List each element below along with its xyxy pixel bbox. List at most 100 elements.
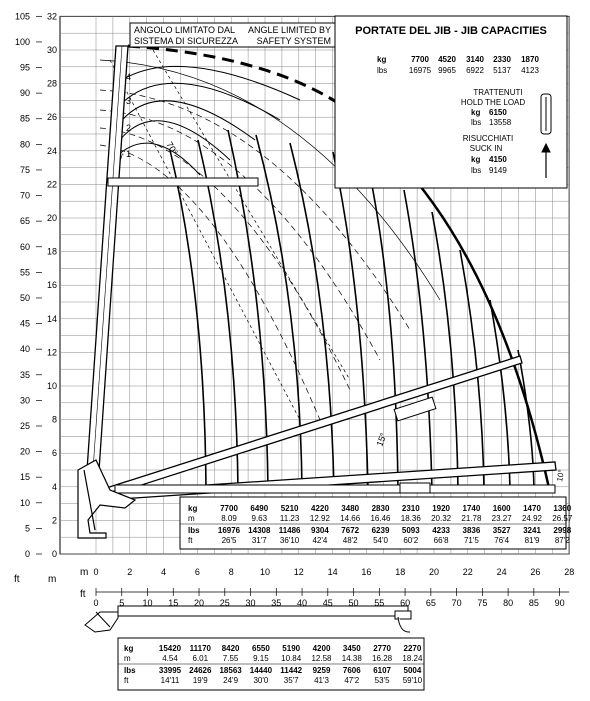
bottom-ft-tick-label: 85 xyxy=(529,598,539,608)
bottom-table-cell: 35'7 xyxy=(284,676,299,685)
main-table-cell: 76'4 xyxy=(494,536,509,545)
bottom-m-tick-label: 0 xyxy=(93,567,98,577)
left-ft-tick-label: 100 xyxy=(15,37,30,47)
hold-kg-label: kg xyxy=(471,108,480,117)
bottom-ft-tick-label: 60 xyxy=(400,598,410,608)
left-ft-tick-label: 55 xyxy=(20,267,30,277)
left-ft-axis: 1051009590858075706560555045403530252015… xyxy=(15,11,30,559)
bottom-m-tick-label: 14 xyxy=(328,567,338,577)
bottom-m-tick-label: 6 xyxy=(195,567,200,577)
main-table-cell: 12.92 xyxy=(310,514,331,523)
left-m-unit: m xyxy=(48,574,56,585)
angle-10-label: 10° xyxy=(555,469,566,482)
suck-line1: RISUCCHIATI xyxy=(463,134,514,143)
boom-inclined xyxy=(98,355,557,501)
main-table-cell: 9304 xyxy=(311,526,329,535)
main-table-cell: 26.57 xyxy=(552,514,573,523)
bottom-ft-tick-label: 15 xyxy=(168,598,178,608)
left-ft-tick-label: 0 xyxy=(25,549,30,559)
left-m-tick-label: 28 xyxy=(47,79,57,89)
main-table-cell: 5093 xyxy=(402,526,420,535)
main-table-cell: 3480 xyxy=(341,504,359,513)
bottom-table-cell: 59'10 xyxy=(403,676,423,685)
bottom-table-cell: 53'5 xyxy=(375,676,390,685)
bottom-ft-tick-label: 10 xyxy=(143,598,153,608)
bottom-table-cell: 10.84 xyxy=(281,654,302,663)
boom-arcs xyxy=(99,44,441,421)
angle-en-1: ANGLE LIMITED BY xyxy=(248,25,331,35)
bottom-table-cell: 18.24 xyxy=(402,654,423,663)
main-table-cells: kg 7700 6490 5210 4220 3480 2830 2310 1920 1740 16… xyxy=(180,504,573,545)
main-table-cell: 23.27 xyxy=(492,514,513,523)
main-table-cell: 48'2 xyxy=(343,536,358,545)
jib-kg-label: kg xyxy=(377,55,386,64)
angle-en-2: SAFETY SYSTEM xyxy=(257,36,331,46)
main-table-cell: 2310 xyxy=(402,504,420,513)
bottom-table-row-label: ft xyxy=(124,676,129,685)
bottom-ft-tick-label: 65 xyxy=(426,598,436,608)
bottom-table-cell: 14440 xyxy=(250,666,273,675)
left-m-tick-label: 12 xyxy=(47,347,57,357)
bottom-m-axis: 0 2 4 6 8 10 12 14 16 18 20 22 24 26 28 xyxy=(93,567,574,577)
main-table-cell: 1920 xyxy=(432,504,450,513)
main-table-cell: 16.46 xyxy=(370,514,391,523)
hold-lbs-label: lbs xyxy=(471,118,481,127)
bottom-table-cell: 9.15 xyxy=(253,654,269,663)
jib-diagram xyxy=(84,605,412,633)
bottom-table-cell: 24'9 xyxy=(223,676,238,685)
left-ft-tick-label: 60 xyxy=(20,242,30,252)
suck-lbs: 9149 xyxy=(489,166,507,175)
bottom-ft-axis: 0 5 10 15 20 25 30 35 40 45 50 55 60 65 70 75 80 85 90 xyxy=(93,588,570,608)
bottom-ft-tick-label: 80 xyxy=(503,598,513,608)
bottom-table-cell: 24626 xyxy=(189,666,212,675)
left-m-tick-label: 30 xyxy=(47,45,57,55)
left-ft-tick-label: 5 xyxy=(25,523,30,533)
jib-kg-values: 7700 4520 3140 2330 1870 xyxy=(411,55,539,64)
bottom-capacity-table: kg 15420 11170 8420 6550 5190 4200 3450 2770 2270… xyxy=(117,637,425,691)
main-table-cell: 2830 xyxy=(372,504,390,513)
left-m-tick-label: 2 xyxy=(52,515,57,525)
left-ft-tick-label: 75 xyxy=(20,165,30,175)
main-table-cell: 42'4 xyxy=(312,536,327,545)
main-table-cell: 9.63 xyxy=(252,514,268,523)
bottom-table-cell: 3450 xyxy=(343,644,361,653)
bottom-ft-tick-label: 30 xyxy=(246,598,256,608)
left-ft-tick-label: 25 xyxy=(20,421,30,431)
main-table-cell: 24.92 xyxy=(522,514,543,523)
bottom-table-cell: 2270 xyxy=(404,644,422,653)
left-ft-tick-label: 45 xyxy=(20,319,30,329)
bottom-table-cell: 2770 xyxy=(373,644,391,653)
main-table-cell: 4220 xyxy=(311,504,329,513)
left-m-tick-label: 16 xyxy=(47,280,57,290)
main-table-row-label: lbs xyxy=(188,526,200,535)
left-ft-tick-label: 35 xyxy=(20,370,30,380)
bottom-ft-tick-label: 0 xyxy=(93,598,98,608)
bottom-table-cell: 5004 xyxy=(404,666,422,675)
jib-number: 1 xyxy=(126,149,131,159)
bottom-table-cell: 12.58 xyxy=(311,654,332,663)
left-m-tick-label: 4 xyxy=(52,482,57,492)
main-table-row-label: kg xyxy=(188,504,197,513)
hold-lbs: 13558 xyxy=(489,118,512,127)
jib-lbs-value: 16975 xyxy=(409,66,432,75)
bottom-table-cell: 7606 xyxy=(343,666,361,675)
main-table-cell: 3241 xyxy=(523,526,541,535)
main-table-cell: 6490 xyxy=(250,504,268,513)
jib-capacities-box: PORTATE DEL JIB - JIB CAPACITIES kg lbs … xyxy=(334,15,568,189)
jib-kg-value: 1870 xyxy=(521,55,539,64)
bottom-ft-tick-label: 45 xyxy=(323,598,333,608)
suck-line2: SUCK IN xyxy=(470,144,503,153)
left-m-tick-label: 8 xyxy=(52,415,57,425)
angle-limited-box: ANGOLO LIMITATO DAL SISTEMA DI SICUREZZA… xyxy=(129,22,336,48)
jib-lbs-values: 16975 9965 6922 5137 4123 xyxy=(409,66,540,75)
boom-vertical xyxy=(85,45,259,486)
main-table-cell: 3527 xyxy=(493,526,511,535)
main-table-cell: 81'9 xyxy=(525,536,540,545)
bottom-table-cell: 11442 xyxy=(280,666,302,675)
left-m-tick-label: 14 xyxy=(47,314,57,324)
left-ft-tick-label: 20 xyxy=(20,447,30,457)
bottom-table-cell: 8420 xyxy=(222,644,240,653)
bottom-ft-tick-label: 20 xyxy=(194,598,204,608)
